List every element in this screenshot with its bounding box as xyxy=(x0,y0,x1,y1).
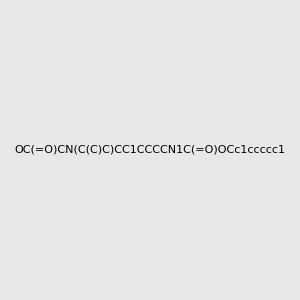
Text: OC(=O)CN(C(C)C)CC1CCCCN1C(=O)OCc1ccccc1: OC(=O)CN(C(C)C)CC1CCCCN1C(=O)OCc1ccccc1 xyxy=(14,145,286,155)
